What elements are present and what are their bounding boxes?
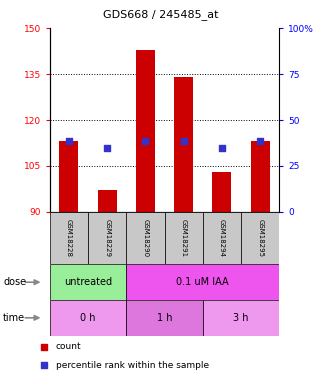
Point (181, 138, 186, 144)
Bar (164, 212, 203, 264)
Bar (50, 212, 88, 264)
Point (41, 362, 46, 368)
Text: count: count (56, 342, 82, 351)
Bar (126, 264, 279, 300)
Text: GDS668 / 245485_at: GDS668 / 245485_at (103, 9, 218, 20)
Text: GSM18228: GSM18228 (66, 219, 72, 257)
Text: 0 h: 0 h (80, 313, 96, 323)
Point (143, 138, 148, 144)
Bar (88, 212, 126, 264)
Text: untreated: untreated (64, 277, 112, 287)
Bar (251, 141, 270, 212)
Bar (212, 172, 231, 212)
Point (219, 145, 224, 151)
Text: GSM18290: GSM18290 (143, 219, 148, 257)
Text: time: time (3, 313, 25, 323)
Point (66, 138, 72, 144)
Bar (203, 300, 279, 336)
Text: percentile rank within the sample: percentile rank within the sample (56, 361, 209, 370)
Text: 0.1 uM IAA: 0.1 uM IAA (177, 277, 229, 287)
Bar (203, 212, 241, 264)
Bar (241, 212, 279, 264)
Text: GSM18294: GSM18294 (219, 219, 225, 257)
Point (257, 138, 263, 144)
Bar (59, 141, 78, 212)
Bar (126, 212, 164, 264)
Point (105, 145, 110, 151)
Bar (50, 264, 126, 300)
Text: dose: dose (3, 277, 26, 287)
Bar (126, 300, 203, 336)
Text: GSM18229: GSM18229 (104, 219, 110, 257)
Text: GSM18291: GSM18291 (181, 219, 187, 257)
Point (41, 344, 46, 350)
Text: 3 h: 3 h (233, 313, 249, 323)
Bar (98, 190, 117, 212)
Text: 1 h: 1 h (157, 313, 172, 323)
Text: GSM18295: GSM18295 (257, 219, 263, 257)
Bar (50, 300, 126, 336)
Bar (136, 50, 155, 212)
Bar (174, 77, 193, 212)
